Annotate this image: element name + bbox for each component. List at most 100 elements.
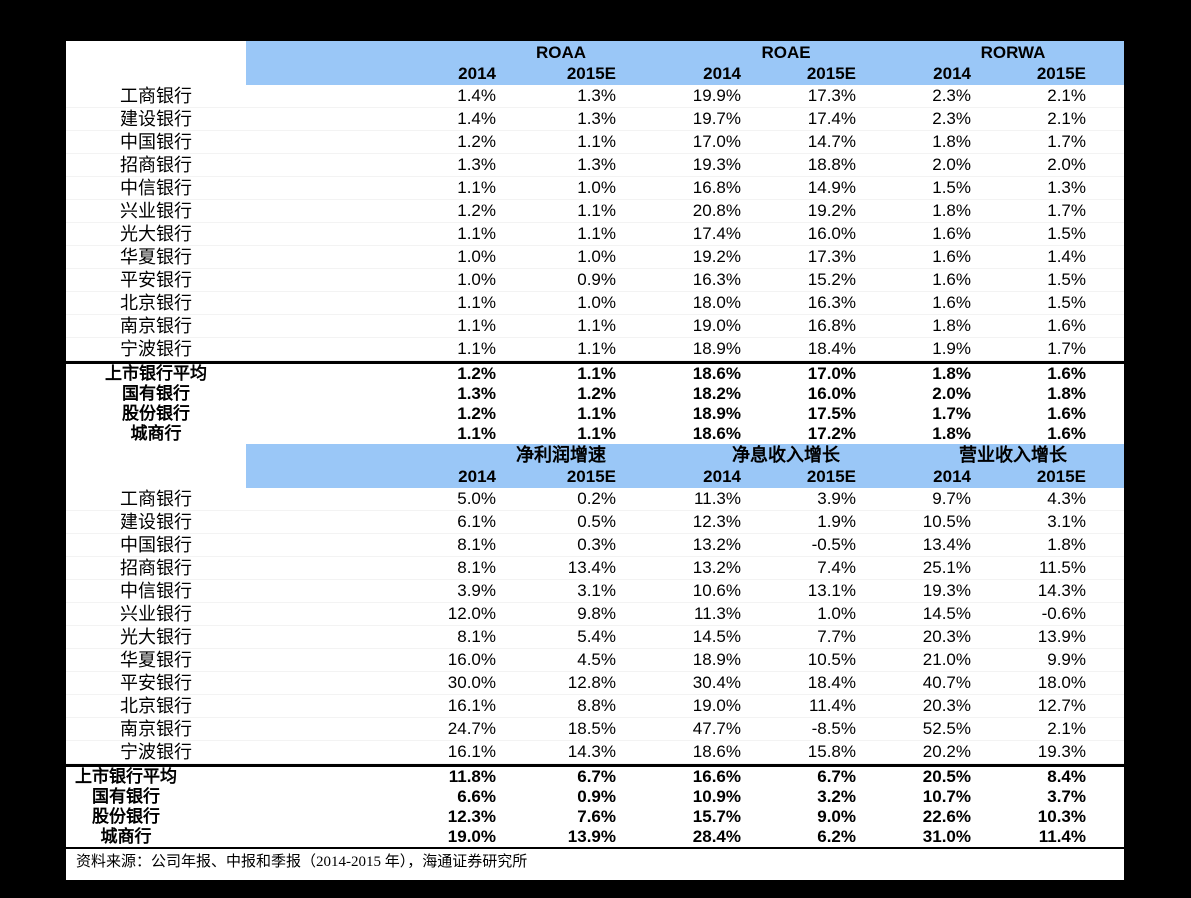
value-cell: -0.5%	[811, 535, 856, 554]
value-cell: 0.3%	[577, 535, 616, 554]
value-cell: 16.0%	[447, 650, 496, 669]
value-cell: 13.4%	[922, 535, 971, 554]
value-cell: 1.3%	[577, 86, 616, 105]
value-cell: 1.3%	[577, 155, 616, 174]
year-header: 2015E	[500, 466, 620, 488]
value-cell: 18.2%	[692, 384, 741, 403]
value-cell: 0.2%	[577, 489, 616, 508]
value-cell: 1.8%	[932, 364, 971, 383]
value-cell: 13.2%	[692, 558, 741, 577]
row-label: 华夏银行	[120, 247, 192, 267]
value-cell: 3.1%	[577, 581, 616, 600]
table-row: 工商银行 1.4% 1.3% 19.9% 17.3% 2.3% 2.1%	[66, 85, 1124, 108]
value-cell: 14.7%	[807, 132, 856, 151]
value-cell: 1.4%	[457, 86, 496, 105]
row-label: 南京银行	[120, 316, 192, 336]
table-row: 光大银行 1.1% 1.1% 17.4% 16.0% 1.6% 1.5%	[66, 223, 1124, 246]
value-cell: 1.6%	[932, 224, 971, 243]
footer-divider-line	[66, 847, 1124, 849]
row-label: 光大银行	[120, 224, 192, 244]
summary-rows: 上市银行平均 1.2% 1.1% 18.6% 17.0% 1.8% 1.6% 国有银行 1.3%…	[66, 364, 1124, 444]
value-cell: 1.6%	[1047, 404, 1086, 423]
value-cell: 14.3%	[567, 742, 616, 761]
value-cell: 18.6%	[692, 424, 741, 443]
table-row: 中国银行 8.1% 0.3% 13.2% -0.5% 13.4% 1.8%	[66, 534, 1124, 557]
value-cell: 1.1%	[457, 316, 496, 335]
row-label: 国有银行	[122, 384, 190, 403]
year-header: 2015E	[975, 466, 1124, 488]
year-header: 2015E	[745, 466, 860, 488]
year-header-row: 2014 2015E 2014 2015E 2014 2015E	[66, 63, 1124, 85]
value-cell: 4.5%	[577, 650, 616, 669]
table-row: 北京银行 16.1% 8.8% 19.0% 11.4% 20.3% 12.7%	[66, 695, 1124, 718]
row-label: 平安银行	[120, 270, 192, 290]
row-label: 南京银行	[120, 719, 192, 739]
header-spacer	[66, 41, 246, 63]
value-cell: 1.1%	[577, 316, 616, 335]
row-label: 兴业银行	[120, 604, 192, 624]
table-row: 南京银行 1.1% 1.1% 19.0% 16.8% 1.8% 1.6%	[66, 315, 1124, 338]
value-cell: 9.8%	[577, 604, 616, 623]
value-cell: 1.1%	[577, 224, 616, 243]
value-cell: 6.2%	[817, 827, 856, 846]
section-divider-line	[66, 764, 1124, 767]
value-cell: 1.3%	[1047, 178, 1086, 197]
bank-metrics-table: ROAA ROAE RORWA 2014 2015E 2014 2015E 20…	[66, 41, 1124, 880]
value-cell: 0.9%	[577, 270, 616, 289]
value-cell: 14.3%	[1037, 581, 1086, 600]
value-cell: 11.3%	[694, 604, 741, 623]
value-cell: 30.4%	[692, 673, 741, 692]
value-cell: 12.3%	[692, 512, 741, 531]
value-cell: 4.3%	[1047, 489, 1086, 508]
value-cell: 31.0%	[922, 827, 971, 846]
value-cell: 1.8%	[1047, 535, 1086, 554]
value-cell: 18.4%	[807, 673, 856, 692]
table-row: 兴业银行 1.2% 1.1% 20.8% 19.2% 1.8% 1.7%	[66, 200, 1124, 223]
row-label: 上市银行平均	[105, 364, 207, 383]
value-cell: 1.1%	[457, 339, 496, 358]
year-header: 2015E	[500, 63, 620, 85]
table-row: 平安银行 1.0% 0.9% 16.3% 15.2% 1.6% 1.5%	[66, 269, 1124, 292]
value-cell: 11.5%	[1039, 558, 1086, 577]
row-label: 中信银行	[120, 581, 192, 601]
row-label: 招商银行	[120, 155, 192, 175]
value-cell: 18.5%	[567, 719, 616, 738]
value-cell: 16.3%	[807, 293, 856, 312]
value-cell: 19.0%	[447, 827, 496, 846]
row-label: 国有银行	[92, 787, 160, 806]
value-cell: 3.9%	[817, 489, 856, 508]
value-cell: 1.2%	[457, 132, 496, 151]
value-cell: 1.6%	[932, 270, 971, 289]
value-cell: 1.6%	[1047, 424, 1086, 443]
year-header: 2014	[860, 63, 975, 85]
table-row: 兴业银行 12.0% 9.8% 11.3% 1.0% 14.5% -0.6%	[66, 603, 1124, 626]
value-cell: 0.9%	[577, 787, 616, 806]
value-cell: 14.5%	[692, 627, 741, 646]
value-cell: 3.2%	[817, 787, 856, 806]
value-cell: 1.8%	[1047, 384, 1086, 403]
value-cell: 16.3%	[692, 270, 741, 289]
value-cell: 1.8%	[932, 201, 971, 220]
value-cell: 1.4%	[457, 109, 496, 128]
value-cell: 17.5%	[807, 404, 856, 423]
value-cell: 19.3%	[1037, 742, 1086, 761]
value-cell: 1.5%	[1047, 224, 1086, 243]
value-cell: 1.5%	[1047, 270, 1086, 289]
row-label: 建设银行	[120, 512, 192, 532]
row-label: 股份银行	[122, 404, 190, 423]
value-cell: 20.5%	[922, 767, 971, 786]
value-cell: 1.0%	[817, 604, 856, 623]
group-header-operating-income-growth: 营业收入增长	[860, 444, 1124, 466]
table-row: 城商行 19.0% 13.9% 28.4% 6.2% 31.0% 11.4%	[66, 827, 1124, 847]
header-spacer	[66, 444, 246, 466]
table-row: 工商银行 5.0% 0.2% 11.3% 3.9% 9.7% 4.3%	[66, 488, 1124, 511]
value-cell: 6.1%	[457, 512, 496, 531]
value-cell: 1.7%	[1047, 132, 1086, 151]
value-cell: 1.6%	[1047, 364, 1086, 383]
value-cell: 19.0%	[692, 696, 741, 715]
value-cell: 2.0%	[932, 384, 971, 403]
table-row: 招商银行 8.1% 13.4% 13.2% 7.4% 25.1% 11.5%	[66, 557, 1124, 580]
value-cell: 9.7%	[932, 489, 971, 508]
value-cell: 14.9%	[807, 178, 856, 197]
value-cell: 1.1%	[577, 364, 616, 383]
